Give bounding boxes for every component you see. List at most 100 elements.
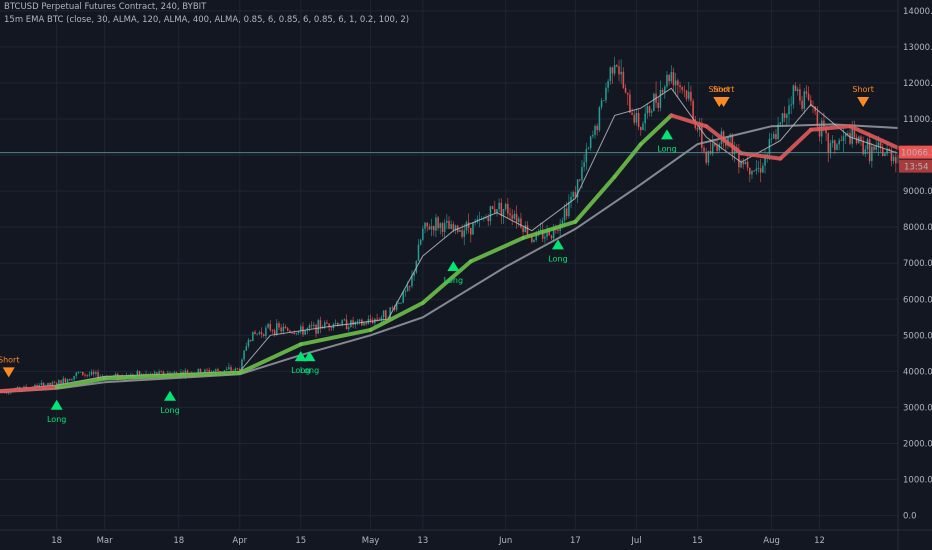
candle-body bbox=[578, 179, 581, 181]
candle-body bbox=[810, 100, 812, 107]
candle-body bbox=[646, 106, 649, 114]
candle-body bbox=[866, 139, 869, 150]
long-signal-label: Long bbox=[444, 276, 463, 285]
candle-body bbox=[679, 85, 681, 88]
candle-body bbox=[491, 206, 494, 210]
candle-body bbox=[860, 136, 862, 141]
candle-body bbox=[363, 322, 365, 326]
candle-body bbox=[507, 203, 509, 214]
candle-body bbox=[297, 331, 300, 334]
mid-ma-segment bbox=[739, 151, 783, 161]
candle-body bbox=[833, 140, 836, 150]
candle-body bbox=[701, 124, 703, 148]
long-signal-arrow bbox=[164, 390, 177, 401]
candle-body bbox=[265, 327, 267, 336]
mid-ma-segment bbox=[420, 259, 473, 305]
candle-body bbox=[454, 225, 457, 231]
candle-body bbox=[794, 85, 797, 92]
short-signal-arrow bbox=[857, 96, 870, 107]
candle-body bbox=[548, 228, 551, 236]
y-tick-label: 4000.0 bbox=[903, 367, 932, 377]
candle-body bbox=[398, 303, 400, 304]
candle-body bbox=[461, 230, 463, 237]
candle-body bbox=[273, 330, 276, 335]
y-tick-label: 11000.0 bbox=[903, 115, 932, 125]
candle-body bbox=[262, 334, 265, 336]
mid-ma-segment bbox=[669, 113, 709, 129]
candle-body bbox=[546, 228, 548, 237]
long-signal-arrow bbox=[447, 260, 460, 271]
candle-body bbox=[254, 331, 256, 334]
candle-body bbox=[587, 148, 590, 149]
candle-body bbox=[644, 113, 646, 124]
candle-body bbox=[114, 374, 117, 376]
candle-body bbox=[827, 133, 830, 153]
candle-body bbox=[241, 359, 243, 373]
candle-body bbox=[836, 144, 838, 150]
candle-body bbox=[568, 202, 570, 217]
candle-body bbox=[55, 383, 58, 386]
x-tick-label: Jun bbox=[498, 536, 512, 546]
x-tick-label: Mar bbox=[97, 536, 114, 546]
candle-body bbox=[740, 162, 742, 168]
y-tick-label: 12000.0 bbox=[903, 79, 932, 89]
candle-body bbox=[82, 371, 84, 375]
countdown-tag bbox=[899, 159, 932, 173]
y-tick-label: 1000.0 bbox=[903, 476, 932, 486]
candle-body bbox=[687, 91, 690, 99]
candle-body bbox=[526, 225, 529, 236]
candle-body bbox=[160, 371, 163, 373]
candle-body bbox=[315, 324, 317, 334]
short-signal-label: Short bbox=[713, 85, 734, 94]
candle-body bbox=[73, 375, 75, 380]
candle-body bbox=[823, 120, 825, 127]
candle-body bbox=[855, 137, 858, 144]
candle-body bbox=[557, 229, 559, 231]
y-tick-label: 6000.0 bbox=[903, 295, 932, 305]
candle-body bbox=[602, 100, 605, 102]
candle-body bbox=[186, 370, 189, 374]
candle-body bbox=[635, 113, 638, 123]
candle-body bbox=[435, 217, 437, 231]
candle-body bbox=[356, 321, 359, 322]
long-signal-label: Long bbox=[160, 406, 179, 415]
candle-body bbox=[864, 149, 867, 154]
candle-body bbox=[831, 140, 834, 144]
x-tick-label: Aug bbox=[763, 536, 780, 546]
short-signal-arrow bbox=[717, 96, 730, 107]
candle-body bbox=[683, 89, 686, 91]
mid-ma-segment bbox=[237, 342, 303, 375]
candle-body bbox=[637, 113, 640, 128]
x-tick-label: 17 bbox=[570, 536, 581, 546]
candle-body bbox=[7, 392, 10, 394]
candle-body bbox=[609, 67, 612, 82]
candle-body bbox=[208, 369, 211, 374]
candle-body bbox=[68, 379, 71, 381]
candle-body bbox=[613, 65, 616, 74]
candle-body bbox=[698, 124, 701, 130]
candle-body bbox=[533, 239, 535, 243]
candle-body bbox=[629, 94, 631, 113]
candle-body bbox=[469, 228, 472, 235]
candle-body bbox=[744, 161, 747, 165]
candle-body bbox=[308, 325, 311, 329]
candle-body bbox=[252, 331, 254, 342]
candle-body bbox=[583, 162, 585, 167]
candle-body bbox=[596, 125, 599, 131]
candle-body bbox=[247, 339, 250, 347]
candle-body bbox=[86, 374, 88, 376]
candle-body bbox=[844, 133, 847, 137]
candle-body bbox=[696, 127, 699, 130]
candle-body bbox=[463, 230, 466, 237]
candle-body bbox=[271, 330, 274, 332]
long-signal-label: Long bbox=[548, 254, 567, 263]
candle-body bbox=[230, 367, 232, 371]
candle-body bbox=[871, 146, 873, 162]
candle-body bbox=[751, 170, 753, 175]
candle-body bbox=[49, 382, 51, 386]
symbol-title: BTCUSD Perpetual Futures Contract, 240, … bbox=[4, 2, 207, 12]
x-tick-label: 18 bbox=[173, 536, 184, 546]
candle-body bbox=[62, 378, 65, 384]
candle-body bbox=[799, 89, 801, 101]
